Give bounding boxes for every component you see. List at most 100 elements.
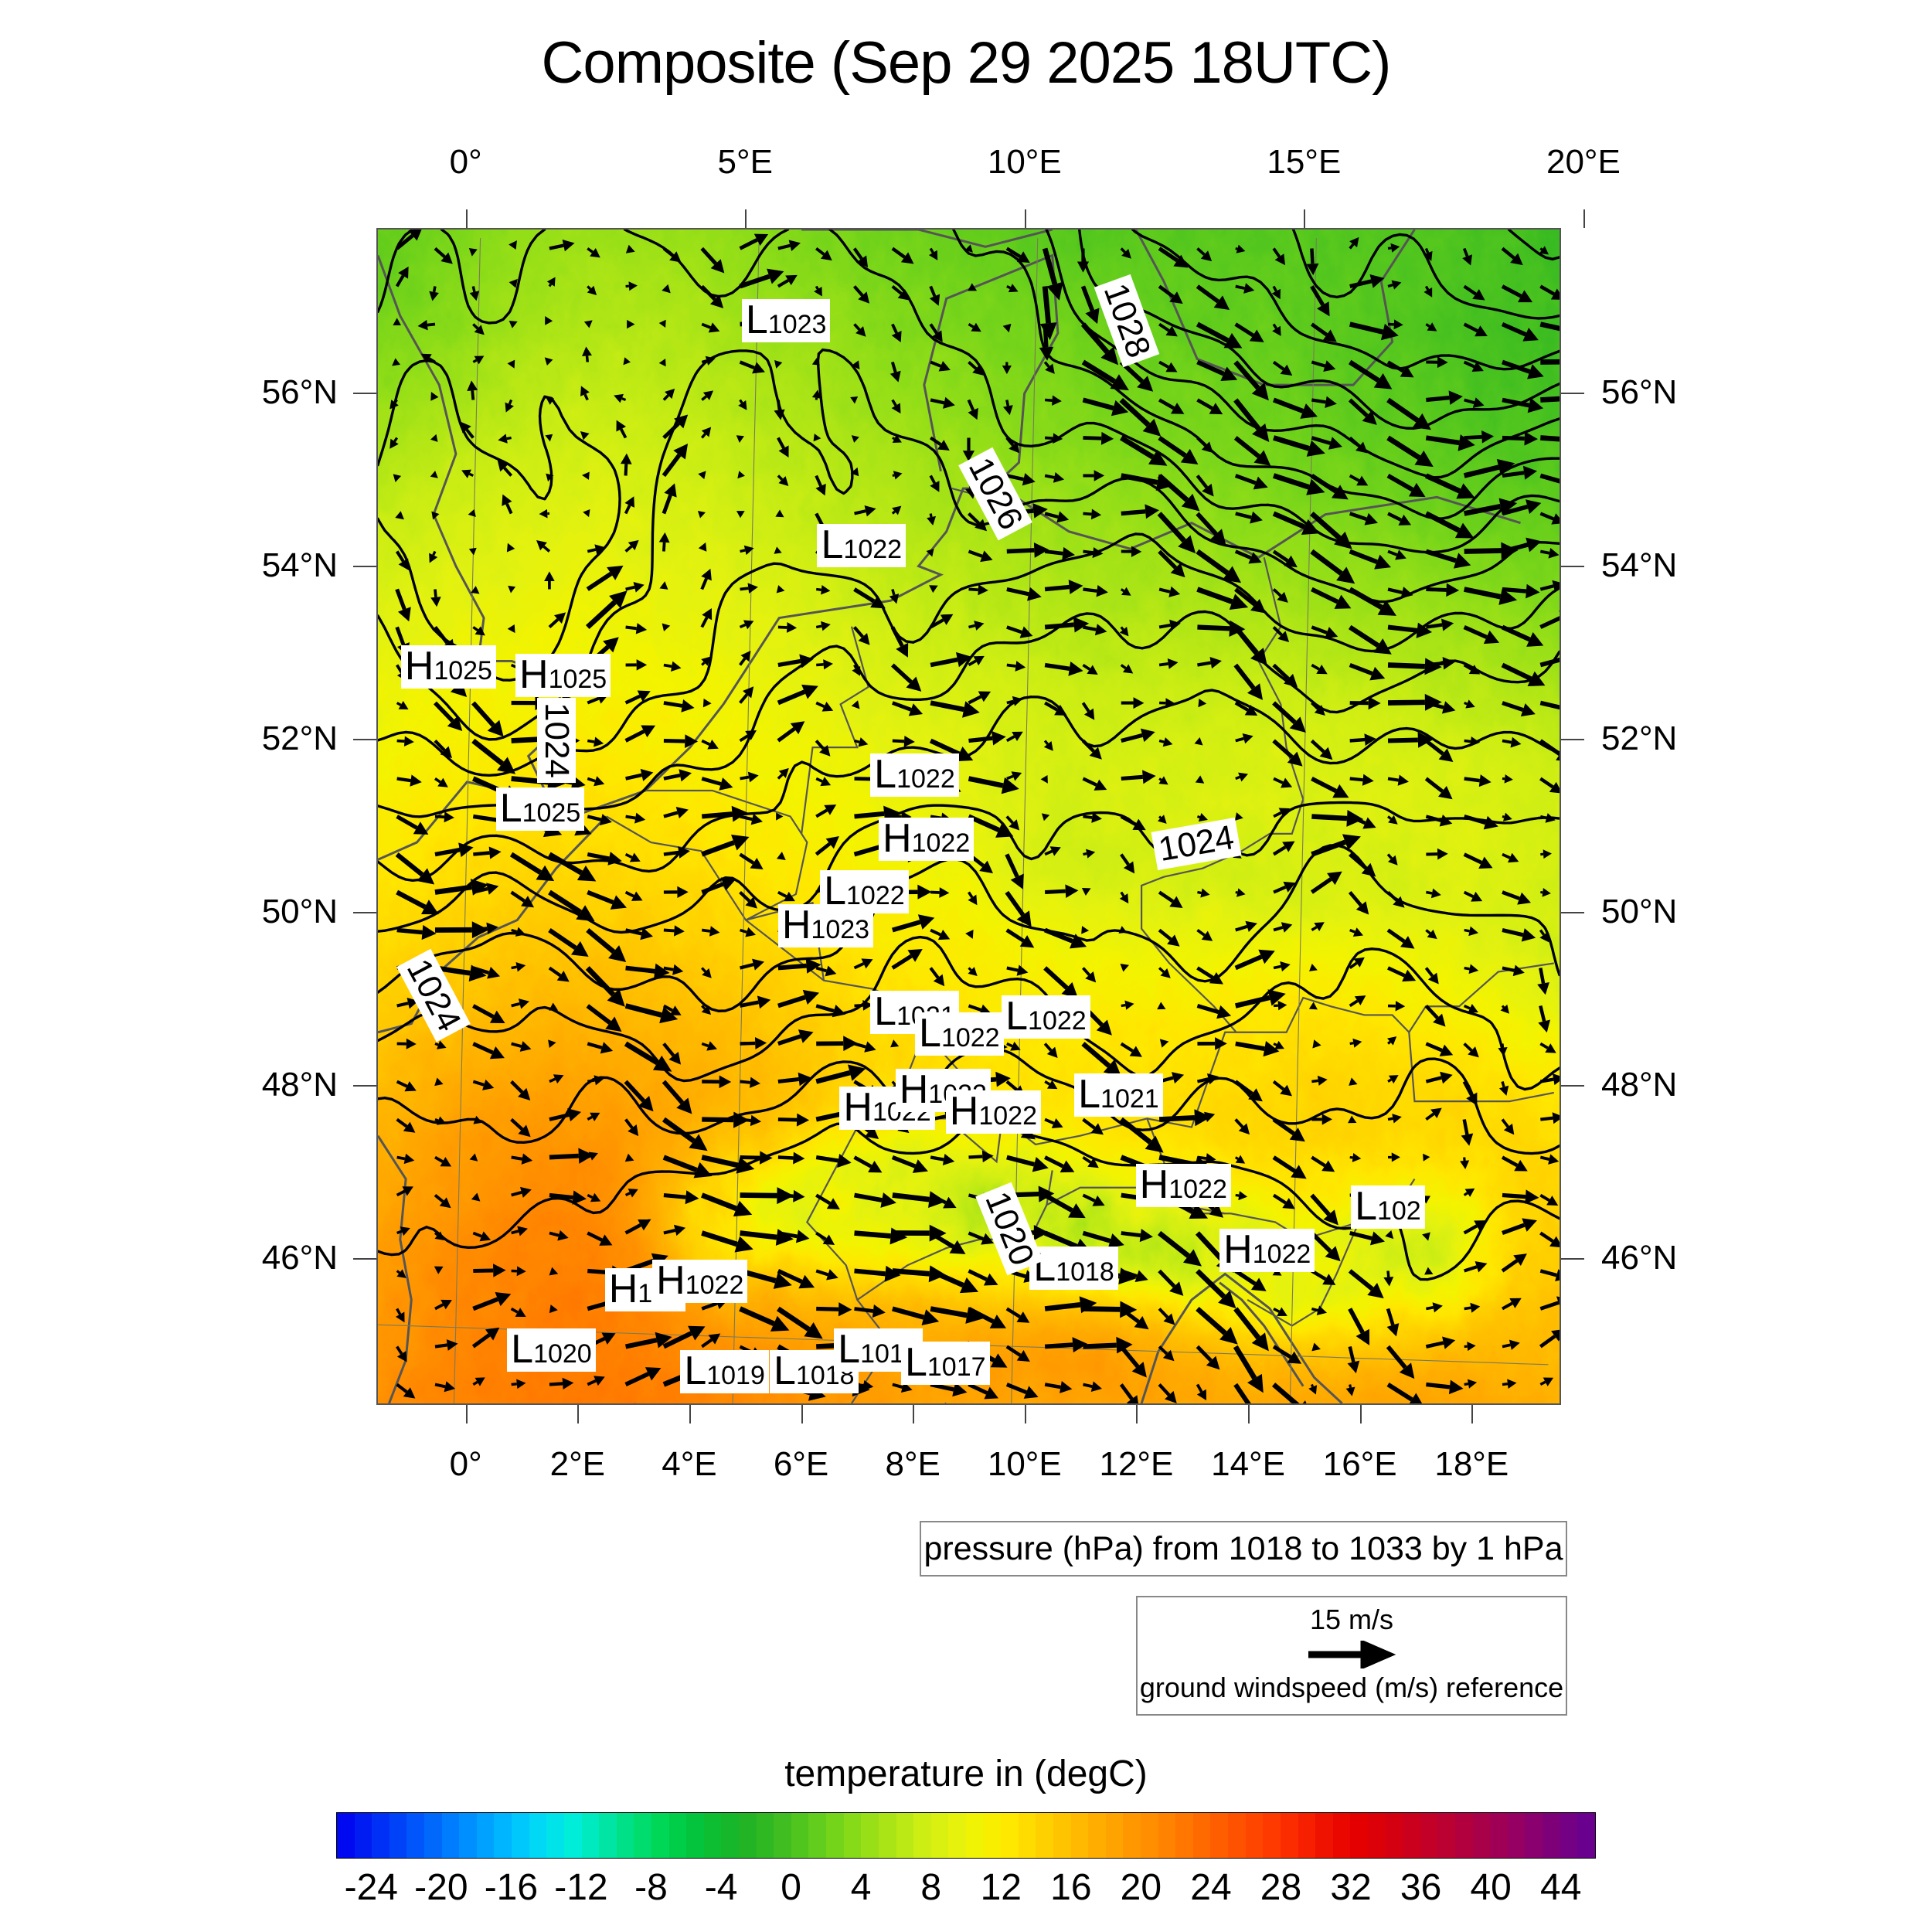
colorbar-swatch bbox=[1507, 1813, 1526, 1858]
tick-left bbox=[353, 738, 376, 740]
colorbar-tick: 44 bbox=[1540, 1867, 1582, 1908]
colorbar-tick: 32 bbox=[1330, 1867, 1372, 1908]
colorbar-swatch bbox=[1228, 1813, 1246, 1858]
pressure-marker-value: 1022 bbox=[978, 1101, 1037, 1131]
pressure-marker-value: 1021 bbox=[1100, 1083, 1159, 1114]
pressure-marker-kind: L bbox=[1078, 1071, 1101, 1117]
colorbar-tick: 4 bbox=[850, 1867, 872, 1908]
colorbar-swatch bbox=[372, 1813, 389, 1858]
tick-left bbox=[353, 911, 376, 913]
pressure-marker-value: 1020 bbox=[533, 1339, 592, 1369]
axis-label-bottom: 12°E bbox=[1099, 1445, 1174, 1483]
colorbar-tick: -12 bbox=[554, 1867, 608, 1908]
colorbar-swatch bbox=[1298, 1813, 1316, 1858]
colorbar-swatch bbox=[1263, 1813, 1281, 1858]
pressure-marker-kind: L bbox=[684, 1349, 707, 1394]
colorbar-swatch bbox=[441, 1813, 460, 1858]
pressure-legend: pressure (hPa) from 1018 to 1033 by 1 hP… bbox=[920, 1521, 1567, 1577]
pressure-marker-l: L1019 bbox=[680, 1349, 769, 1394]
colorbar-swatch bbox=[1403, 1813, 1420, 1858]
colorbar-swatch bbox=[843, 1813, 862, 1858]
colorbar-swatch bbox=[1332, 1813, 1351, 1858]
pressure-marker-value: 1025 bbox=[548, 664, 607, 694]
pressure-marker-value: 1025 bbox=[434, 655, 492, 685]
pressure-marker-kind: L bbox=[904, 1340, 927, 1385]
colorbar-swatch bbox=[1175, 1813, 1193, 1858]
colorbar-swatch bbox=[476, 1813, 495, 1858]
axis-label-right: 52°N bbox=[1601, 719, 1678, 757]
colorbar-swatch bbox=[651, 1813, 669, 1858]
axis-label-top: 15°E bbox=[1267, 143, 1342, 181]
pressure-marker-kind: L bbox=[745, 297, 768, 342]
page-title: Composite (Sep 29 2025 18UTC) bbox=[541, 30, 1392, 96]
pressure-marker-l: L1018 bbox=[1029, 1246, 1118, 1290]
tick-top bbox=[1583, 209, 1585, 228]
colorbar-swatch bbox=[930, 1813, 949, 1858]
colorbar-swatch bbox=[1437, 1813, 1455, 1858]
tick-bottom bbox=[465, 1405, 468, 1423]
right-arrow-icon bbox=[1308, 1641, 1396, 1668]
pressure-marker-h: H1025 bbox=[400, 643, 496, 689]
colorbar-tick: -4 bbox=[704, 1867, 738, 1908]
pressure-marker-l: L1022 bbox=[1002, 995, 1090, 1039]
colorbar-swatch bbox=[529, 1813, 547, 1858]
wind-speed-value: 15 m/s bbox=[1309, 1604, 1394, 1635]
pressure-marker-kind: H bbox=[1223, 1227, 1253, 1273]
axis-label-left: 50°N bbox=[261, 892, 338, 930]
colorbar-tick: 20 bbox=[1120, 1867, 1162, 1908]
pressure-marker-kind: H bbox=[949, 1089, 979, 1134]
colorbar-swatch bbox=[1560, 1813, 1578, 1858]
colorbar-swatch bbox=[406, 1813, 425, 1858]
colorbar-swatch bbox=[878, 1813, 896, 1858]
colorbar-title: temperature in (degC) bbox=[784, 1753, 1148, 1794]
colorbar-swatch bbox=[599, 1813, 617, 1858]
colorbar-tick: -8 bbox=[634, 1867, 668, 1908]
pressure-marker-value: 1022 bbox=[896, 764, 955, 794]
colorbar-tick: 12 bbox=[980, 1867, 1022, 1908]
colorbar-swatch bbox=[1525, 1813, 1543, 1858]
colorbar-swatch bbox=[739, 1813, 757, 1858]
colorbar-swatch bbox=[1385, 1813, 1403, 1858]
pressure-marker-value: 102 bbox=[1376, 1196, 1421, 1226]
colorbar-swatch bbox=[1018, 1813, 1036, 1858]
pressure-marker-value: 1022 bbox=[1252, 1240, 1311, 1270]
axis-label-left: 56°N bbox=[261, 372, 338, 411]
axis-label-left: 48°N bbox=[261, 1065, 338, 1104]
colorbar-swatch bbox=[1315, 1813, 1333, 1858]
temperature-colorbar[interactable] bbox=[336, 1812, 1596, 1859]
tick-left bbox=[353, 565, 376, 567]
pressure-marker-h: H1025 bbox=[515, 651, 611, 697]
colorbar-swatch bbox=[1367, 1813, 1386, 1858]
pressure-marker-kind: H bbox=[404, 643, 434, 689]
pressure-marker-kind: L bbox=[774, 1349, 796, 1394]
pressure-marker-l: L1017 bbox=[900, 1340, 990, 1385]
colorbar-swatch bbox=[791, 1813, 809, 1858]
tick-bottom bbox=[1471, 1405, 1474, 1423]
colorbar-swatch bbox=[983, 1813, 1002, 1858]
pressure-marker-kind: L bbox=[824, 868, 847, 913]
pressure-marker-kind: L bbox=[821, 522, 844, 567]
pressure-marker-h: H1022 bbox=[1219, 1227, 1315, 1273]
axis-label-bottom: 6°E bbox=[773, 1445, 829, 1483]
colorbar-swatch bbox=[1210, 1813, 1229, 1858]
colorbar-swatch bbox=[826, 1813, 844, 1858]
map-plot-area[interactable]: L1023 L1022 H1025 H1025 L1025 L1022 H1022 L1022… bbox=[376, 228, 1561, 1405]
pressure-marker-kind: L bbox=[1355, 1184, 1377, 1230]
pressure-marker-h: H1023 bbox=[777, 904, 874, 948]
colorbar-swatch bbox=[948, 1813, 966, 1858]
tick-left bbox=[353, 1257, 376, 1260]
axis-label-left: 54°N bbox=[261, 546, 338, 584]
colorbar-swatch bbox=[896, 1813, 914, 1858]
colorbar-swatch bbox=[1053, 1813, 1071, 1858]
colorbar-swatch bbox=[703, 1813, 722, 1858]
pressure-marker-l: L1023 bbox=[741, 297, 831, 342]
pressure-marker-kind: H bbox=[519, 651, 549, 697]
axis-label-left: 52°N bbox=[261, 719, 338, 757]
colorbar-swatch bbox=[1420, 1813, 1438, 1858]
axis-label-right: 56°N bbox=[1601, 372, 1678, 411]
colorbar-swatch bbox=[512, 1813, 529, 1858]
wind-reference-legend: 15 m/s ground windspeed (m/s) reference bbox=[1136, 1596, 1567, 1716]
pressure-marker-value: 1025 bbox=[522, 798, 581, 828]
colorbar-swatch bbox=[459, 1813, 477, 1858]
tick-left bbox=[353, 1084, 376, 1087]
